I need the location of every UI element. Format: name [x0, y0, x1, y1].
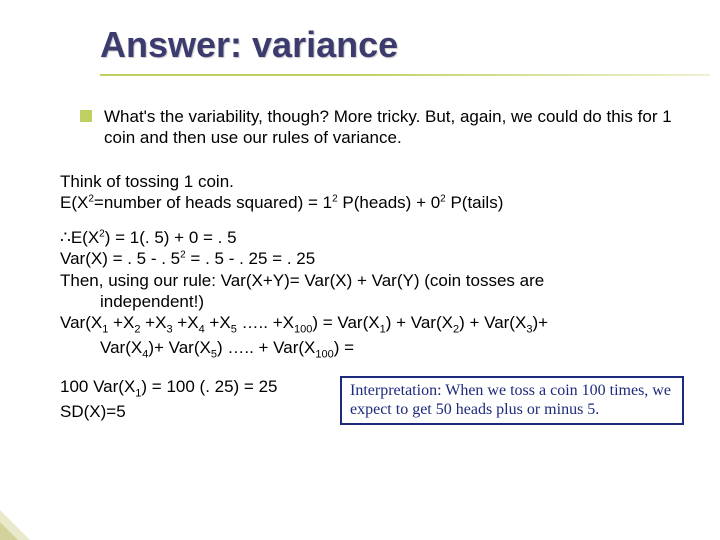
sum-rhs-b2: ) + Var(X — [459, 313, 526, 332]
sum-rhs-c: )+ — [532, 313, 548, 332]
sum-cont: Var(X4)+ Var(X5) ….. + Var(X100) = — [100, 337, 684, 362]
ell-100: ….. +X — [237, 313, 294, 332]
ex2-mid: =number of heads squared) = 1 — [94, 193, 332, 212]
ex2-calc-post: ) = 1(. 5) + 0 = . 5 — [105, 228, 237, 247]
varx-post: = . 5 - . 25 = . 25 — [186, 249, 315, 268]
page-corner-icon — [0, 510, 30, 540]
title-underline — [100, 74, 710, 76]
ex2-end: P(tails) — [446, 193, 504, 212]
varx-pre: Var(X) = . 5 - . 5 — [60, 249, 180, 268]
plus-3: +X — [140, 313, 166, 332]
sum-cont-d: ) = — [334, 338, 354, 357]
plus-2: +X — [108, 313, 134, 332]
intro-text: What's the variability, though? More tri… — [104, 106, 684, 149]
sub-c100: 100 — [315, 349, 333, 361]
rule-cont: independent!) — [100, 291, 684, 312]
page-title: Answer: variance — [100, 24, 398, 66]
plus-5: +X — [205, 313, 231, 332]
footer-row: 100 Var(X1) = 100 (. 25) = 25 SD(X)=5 In… — [60, 376, 684, 425]
ex2-mid2: P(heads) + 0 — [338, 193, 441, 212]
ex2-pre: E(X — [60, 193, 88, 212]
sum-cont-c: ) ….. + Var(X — [217, 338, 315, 357]
sum-rhs-a: ) = Var(X — [312, 313, 379, 332]
hund-a: 100 Var(X — [60, 377, 135, 396]
sum-cont-a: Var(X — [100, 338, 142, 357]
think-line-1: Think of tossing 1 coin. — [60, 172, 234, 191]
intro-block: What's the variability, though? More tri… — [80, 106, 684, 149]
hund-b: ) = 100 (. 25) = 25 — [141, 377, 277, 396]
bullet-icon — [80, 110, 92, 122]
slide: Answer: variance What's the variability,… — [0, 0, 720, 540]
sum-cont-b: )+ Var(X — [148, 338, 211, 357]
final-calc: 100 Var(X1) = 100 (. 25) = 25 SD(X)=5 — [60, 376, 330, 422]
plus-4: +X — [173, 313, 199, 332]
sum-rhs-b: ) + Var(X — [386, 313, 453, 332]
sum-pre: Var(X — [60, 313, 102, 332]
interpretation-box: Interpretation: When we toss a coin 100 … — [340, 376, 684, 425]
think-paragraph: Think of tossing 1 coin. E(X2=number of … — [60, 171, 684, 214]
therefore-symbol: ∴ — [60, 228, 71, 247]
ex2-calc-pre: E(X — [71, 228, 99, 247]
calc-paragraph: ∴E(X2) = 1(. 5) + 0 = . 5 Var(X) = . 5 -… — [60, 227, 684, 362]
sd-line: SD(X)=5 — [60, 402, 126, 421]
rule-line: Then, using our rule: Var(X+Y)= Var(X) +… — [60, 271, 544, 290]
body: What's the variability, though? More tri… — [60, 106, 684, 425]
sub-100: 100 — [294, 323, 312, 335]
title-row: Answer: variance — [100, 24, 684, 66]
